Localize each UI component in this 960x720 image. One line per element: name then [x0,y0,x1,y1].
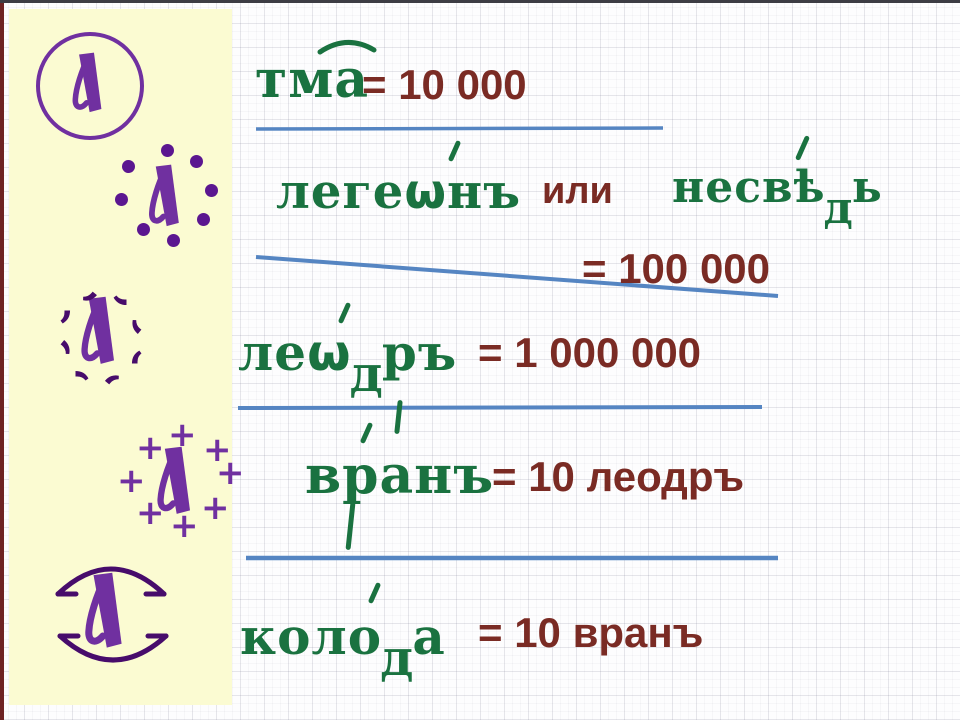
slide-top-border [0,0,960,3]
dot-icon [137,223,150,236]
term-koloda-tail: а [412,607,446,666]
plus-mark: + [216,453,245,493]
dot-icon [115,193,128,206]
value-10-leodr: = 10 леодръ [492,453,745,500]
term-leodr: леѡдръ [238,328,457,399]
plus-mark: + [136,428,165,468]
value-10000: = 10 000 [362,61,527,108]
plus-mark: + [170,506,199,546]
value-100000: = 100 000 [582,245,771,292]
dot-icon [161,144,174,157]
dot-icon [122,160,135,173]
value-1000000: = 1 000 000 [478,329,702,376]
dot-icon [205,184,218,197]
value-10-vran: = 10 вранъ [478,609,704,656]
accent-mark [447,139,462,163]
descender-stroke [394,399,403,435]
accent-mark [367,581,382,605]
comma-mark: , [60,280,74,327]
term-leodr-sub: д [349,344,384,403]
comma-mark: , [128,347,142,394]
comma-mark: , [109,295,157,309]
dot-icon [197,213,210,226]
dot-icon [190,155,203,168]
term-nesved-tail: ь [851,162,883,213]
comma-mark: , [44,367,92,381]
conjunction-ili: или [542,170,613,212]
term-nesved: несвѣдь [672,166,883,231]
term-leodr-tail: ръ [381,323,458,382]
plus-mark: + [136,493,165,533]
plus-mark: + [168,415,197,455]
term-legeon: легеѡнъ [276,164,522,220]
term-nesved-main: несвѣ [672,162,826,213]
term-leodr-main: леѡ [238,323,352,382]
plus-mark: + [117,461,146,501]
term-tma: тма [255,49,370,110]
accent-mark [794,135,811,161]
accent-mark [337,301,352,325]
slide-left-border [0,0,4,720]
term-koloda-sub: д [380,628,415,687]
term-koloda-main: коло [240,607,383,666]
accent-mark [359,421,374,445]
plus-mark: + [203,430,232,470]
plus-mark: + [201,488,230,528]
term-koloda: колода [240,612,446,683]
circle-decoration [36,32,144,140]
dot-icon [167,234,180,247]
descender-stroke [345,501,356,551]
term-vran: вранъ [305,445,495,506]
term-nesved-sub: д [823,183,854,234]
